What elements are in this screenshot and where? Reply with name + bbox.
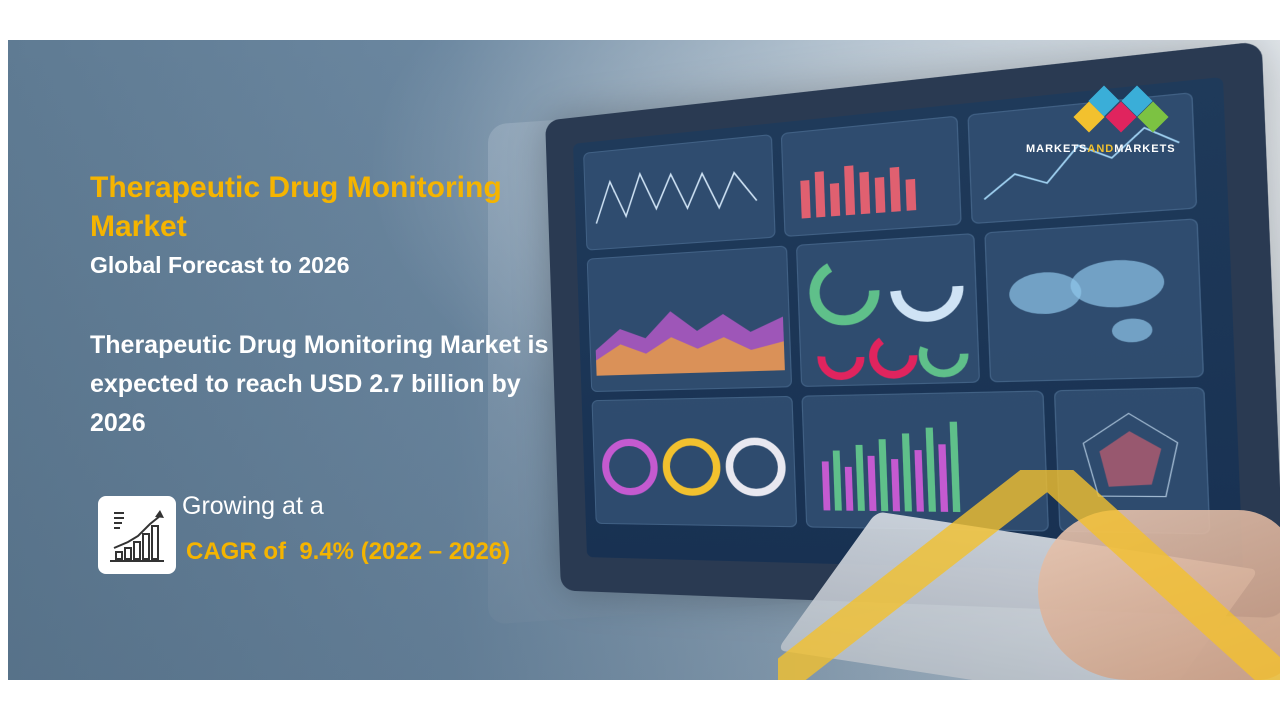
dashboard-panel-signups — [583, 134, 776, 251]
gauge-graphic — [797, 234, 979, 386]
line-chart-graphic — [584, 135, 774, 249]
logo-wordmark: MARKETSANDMARKETS — [1026, 143, 1226, 155]
growth-intro-text: Growing at a — [182, 492, 324, 521]
logo-word-and: AND — [1087, 143, 1114, 155]
dashboard-panel-retention — [592, 396, 798, 527]
dashboard-panel-bars — [781, 116, 962, 237]
dashboard-panel-gauges — [796, 233, 980, 387]
cagr-text: CAGR of 9.4% (2022 – 2026) — [186, 538, 510, 566]
page-title: Therapeutic Drug Monitoring Market — [90, 168, 560, 246]
logo-word-markets-2: MARKETS — [1114, 143, 1175, 155]
hero-banner: MARKETSANDMARKETS Therapeutic Drug Monit… — [8, 40, 1280, 680]
growth-chart-icon — [98, 496, 176, 574]
logo-word-markets: MARKETS — [1026, 143, 1087, 155]
page-subtitle: Global Forecast to 2026 — [90, 252, 349, 279]
dashboard-panel-monthly — [587, 245, 792, 392]
donut-chart-graphic — [593, 397, 797, 526]
bar-chart-graphic — [782, 117, 961, 236]
area-chart-graphic — [588, 247, 791, 391]
world-map-graphic — [986, 219, 1203, 381]
market-description: Therapeutic Drug Monitoring Market is ex… — [90, 326, 560, 443]
chevron-decoration — [778, 470, 1280, 680]
dashboard-panel-map — [984, 218, 1204, 382]
